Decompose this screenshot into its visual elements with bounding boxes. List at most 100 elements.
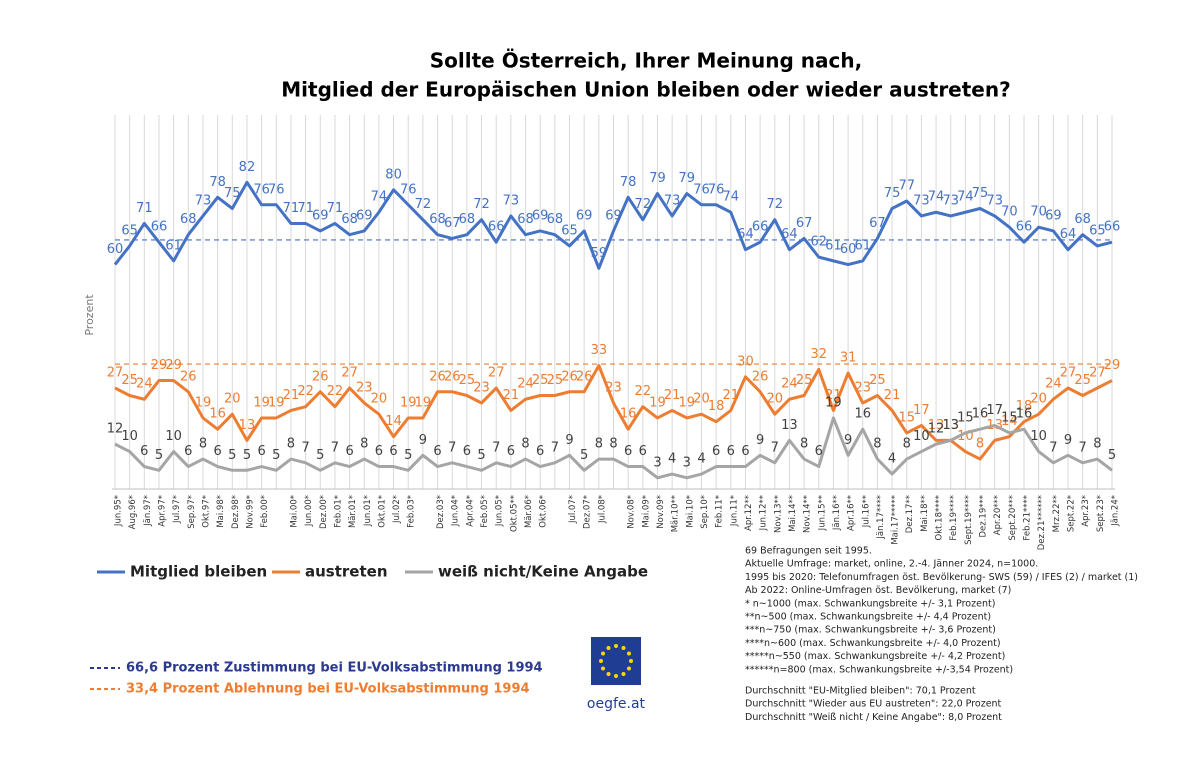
logo-text: oegfe.at	[587, 696, 646, 712]
x-tick-label: Sept.19****	[964, 495, 974, 545]
data-label: 7	[771, 440, 779, 455]
data-label: 80	[385, 167, 402, 182]
data-label: 68	[547, 212, 564, 227]
data-label: 5	[1108, 448, 1116, 463]
x-tick-label: Apr.04*	[465, 495, 475, 527]
x-tick-label: Dez.03*	[436, 495, 446, 529]
data-label: 6	[815, 444, 823, 459]
data-label: 25	[796, 373, 813, 388]
data-label: 8	[287, 437, 295, 452]
x-tick-label: Nov.14**	[803, 495, 813, 533]
data-label: 8	[903, 437, 911, 452]
x-tick-label: Sept.22*	[1067, 495, 1077, 532]
data-label: 7	[301, 440, 309, 455]
data-label: 64	[781, 227, 798, 242]
average-note: Durchschnitt "EU-Mitglied bleiben": 70,1…	[745, 686, 976, 697]
x-tick-label: Jul.16**	[861, 495, 871, 528]
data-label: 17	[986, 403, 1003, 418]
data-label: 25	[547, 373, 564, 388]
data-label: 26	[429, 369, 446, 384]
x-tick-label: Feb.00*	[260, 495, 270, 528]
data-label: 10	[165, 429, 182, 444]
logo-star	[626, 651, 631, 656]
x-tick-label: Dez.00*	[319, 495, 329, 529]
data-label: 27	[1060, 366, 1077, 381]
data-label: 7	[448, 440, 456, 455]
logo-star	[601, 651, 606, 656]
data-label: 25	[459, 373, 476, 388]
x-tick-label: Jun.15**	[817, 495, 827, 531]
data-label: 7	[331, 440, 339, 455]
logo-star	[614, 644, 618, 648]
data-label: 30	[737, 354, 754, 369]
data-label: 22	[297, 384, 314, 399]
data-label: 5	[404, 448, 412, 463]
data-label: 5	[228, 448, 236, 463]
data-label: 19	[400, 395, 417, 410]
data-label: 8	[873, 437, 881, 452]
data-label: 7	[492, 440, 500, 455]
data-label: 22	[327, 384, 344, 399]
data-label: 68	[1074, 212, 1091, 227]
data-label: 67	[869, 216, 886, 231]
x-tick-label: Feb.05*	[480, 495, 490, 528]
data-label: 6	[375, 444, 383, 459]
data-label: 27	[341, 366, 358, 381]
data-label: 9	[419, 433, 427, 448]
data-label: 24	[781, 377, 798, 392]
data-label: 6	[507, 444, 515, 459]
data-label: 7	[1079, 440, 1087, 455]
data-label: 16	[620, 407, 637, 422]
x-tick-label: Feb.19****	[949, 495, 959, 541]
data-label: 6	[257, 444, 265, 459]
data-label: 24	[136, 377, 153, 392]
data-label: 19	[679, 395, 696, 410]
x-tick-label: Dez.98*	[231, 495, 241, 529]
x-tick-label: Jun.00*	[304, 495, 314, 527]
data-label: 61	[825, 238, 842, 253]
data-label: 77	[898, 179, 915, 194]
note: Aktuelle Umfrage: market, online, 2.-4. …	[745, 559, 1038, 570]
data-label: 6	[463, 444, 471, 459]
data-label: 68	[180, 212, 197, 227]
average-note: Durchschnitt "Wieder aus EU austreten": …	[745, 699, 1002, 710]
note: *****n~550 (max. Schwankungsbreite +/- 4…	[745, 651, 1005, 662]
x-tick-label: Feb.03*	[407, 495, 417, 528]
x-tick-label: Mai.98*	[216, 495, 226, 528]
x-tick-label: Jun.12**	[759, 495, 769, 531]
data-label: 21	[723, 388, 740, 403]
data-label: 72	[635, 197, 652, 212]
data-label: 21	[825, 388, 842, 403]
series-line	[113, 180, 1113, 270]
data-label: 6	[712, 444, 720, 459]
x-tick-label: Apr.20***	[993, 495, 1003, 535]
data-label: 21	[503, 388, 520, 403]
note: ***n~750 (max. Schwankungsbreite +/- 3,6…	[745, 625, 996, 636]
x-tick-label: Apr.16**	[847, 495, 857, 531]
data-label: 25	[532, 373, 549, 388]
data-label: 61	[854, 238, 871, 253]
data-label: 76	[708, 182, 725, 197]
data-label: 26	[576, 369, 593, 384]
x-tick-label: Okt.06*	[539, 495, 549, 528]
data-label: 10	[913, 429, 930, 444]
note: Ab 2022: Online-Umfragen öst. Bevölkerun…	[745, 585, 1011, 596]
legend-label: austreten	[305, 563, 388, 581]
data-label: 70	[1001, 205, 1018, 220]
x-tick-label: Sep.97*	[187, 495, 197, 529]
chart-title: Sollte Österreich, Ihrer Meinung nach,	[430, 49, 862, 73]
data-label: 26	[444, 369, 461, 384]
data-label: 76	[268, 182, 285, 197]
data-label: 23	[473, 380, 490, 395]
data-label: 69	[605, 208, 622, 223]
data-label: 68	[459, 212, 476, 227]
data-label: 60	[840, 242, 857, 257]
x-tick-label: Jun.95*	[114, 495, 124, 527]
data-label: 72	[415, 197, 432, 212]
y-axis-label: Prozent	[83, 294, 96, 336]
reference-label: 33,4 Prozent Ablehnung bei EU-Volksabsti…	[126, 682, 530, 697]
data-label: 78	[209, 175, 226, 190]
data-label: 22	[635, 384, 652, 399]
data-label: 66	[752, 220, 769, 235]
